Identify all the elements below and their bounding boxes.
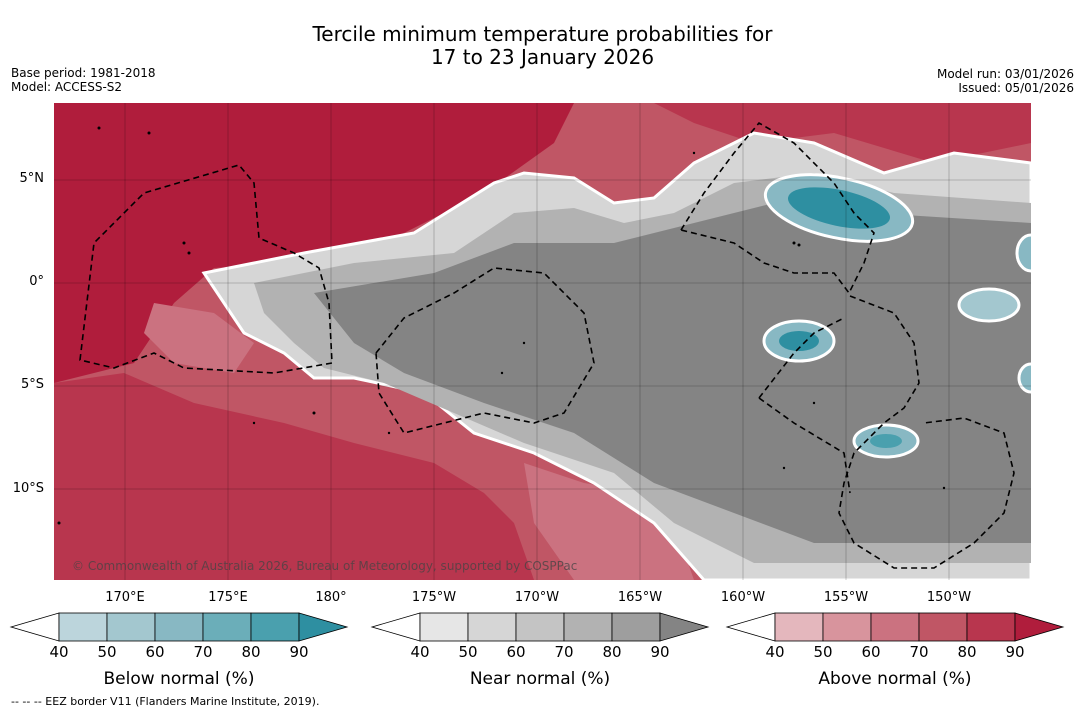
near-tick-90: 90: [650, 643, 670, 661]
above-tick-90: 90: [1005, 643, 1025, 661]
below-tick-70: 70: [193, 643, 213, 661]
lat-label-5s: 5°S: [20, 377, 44, 392]
near-swatch-1: [419, 612, 469, 642]
below-tick-80: 80: [241, 643, 261, 661]
below-normal-label: Below normal (%): [103, 669, 255, 689]
below-swatch-2: [106, 612, 156, 642]
below-swatch-6: [298, 612, 349, 642]
meta-left: Base period: 1981-2018 Model: ACCESS-S2: [11, 66, 156, 94]
lon-label-170w: 170°W: [514, 590, 560, 605]
colorbar-near-normal: [370, 612, 710, 642]
colorbars: [9, 612, 1065, 642]
near-swatch-2: [467, 612, 517, 642]
above-normal-strong-region: [54, 103, 1031, 580]
eez-borders: [79, 121, 1015, 569]
near-swatch-3: [515, 612, 565, 642]
below-swatch-1: [58, 612, 108, 642]
title-line-1: Tercile minimum temperature probabilitie…: [312, 22, 773, 46]
below-tick-60: 60: [145, 643, 165, 661]
model-name: Model: ACCESS-S2: [11, 80, 123, 94]
colorbar-below-normal: [9, 612, 349, 642]
above-normal-weak-region: [144, 303, 694, 580]
lon-label-150w: 150°W: [926, 590, 972, 605]
near-swatch-6: [659, 612, 710, 642]
above-swatch-6: [1014, 612, 1065, 642]
lat-label-10s: 10°S: [12, 481, 44, 496]
lon-label-160w: 160°W: [720, 590, 766, 605]
below-tick-50: 50: [97, 643, 117, 661]
lat-label-0: 0°: [29, 274, 44, 289]
map-title: Tercile minimum temperature probabilitie…: [0, 23, 1085, 69]
below-swatch-4: [202, 612, 252, 642]
near-tick-70: 70: [554, 643, 574, 661]
eez-footnote: -- -- -- EEZ border V11 (Flanders Marine…: [11, 695, 320, 708]
islands: [57, 126, 946, 525]
lon-label-165w: 165°W: [617, 590, 663, 605]
graticule: [54, 103, 1031, 580]
lon-label-175e: 175°E: [208, 590, 248, 605]
title-line-2: 17 to 23 January 2026: [430, 45, 655, 69]
above-tick-50: 50: [813, 643, 833, 661]
lon-label-155w: 155°W: [823, 590, 869, 605]
above-tick-60: 60: [861, 643, 881, 661]
below-tick-90: 90: [289, 643, 309, 661]
above-swatch-4: [918, 612, 968, 642]
above-tick-70: 70: [909, 643, 929, 661]
above-swatch-1: [774, 612, 824, 642]
issued-date: Issued: 05/01/2026: [958, 81, 1074, 95]
near-swatch-5: [611, 612, 661, 642]
above-swatch-5: [966, 612, 1016, 642]
near-swatch-4: [563, 612, 613, 642]
below-swatch-5: [250, 612, 300, 642]
colorbar-above-normal: [725, 612, 1065, 642]
lon-label-180: 180°: [315, 590, 347, 605]
lon-label-170e: 170°E: [105, 590, 145, 605]
lon-label-175w: 175°W: [411, 590, 457, 605]
probability-map: © Commonwealth of Australia 2026, Bureau…: [54, 103, 1031, 580]
above-tick-80: 80: [957, 643, 977, 661]
near-normal-label: Near normal (%): [469, 669, 611, 689]
below-swatch-3: [154, 612, 204, 642]
near-tick-50: 50: [458, 643, 478, 661]
near-tick-40: 40: [410, 643, 430, 661]
below-tick-40: 40: [49, 643, 69, 661]
near-tick-80: 80: [602, 643, 622, 661]
copyright-text: © Commonwealth of Australia 2026, Bureau…: [72, 559, 577, 573]
above-tick-40: 40: [765, 643, 785, 661]
lat-label-5n: 5°N: [19, 171, 45, 186]
model-run: Model run: 03/01/2026: [936, 67, 1074, 81]
base-period: Base period: 1981-2018: [11, 66, 156, 80]
above-swatch-3: [870, 612, 920, 642]
above-swatch-2: [822, 612, 872, 642]
above-normal-label: Above normal (%): [818, 669, 972, 689]
near-tick-60: 60: [506, 643, 526, 661]
meta-right: Model run: 03/01/2026 Issued: 05/01/2026: [937, 67, 1074, 95]
below-normal-region: [762, 173, 1031, 459]
